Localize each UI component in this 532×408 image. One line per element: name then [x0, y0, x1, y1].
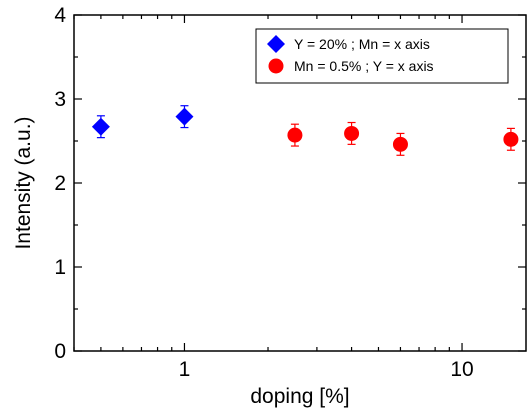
- data-point: [503, 131, 519, 147]
- data-point: [175, 107, 194, 126]
- x-tick-label: 10: [450, 358, 473, 381]
- y-tick-label: 1: [54, 256, 66, 279]
- y-tick-label: 3: [54, 88, 66, 111]
- y-tick-label: 0: [54, 340, 66, 363]
- y-axis-ticks: 0 1 2 3 4: [54, 4, 526, 363]
- legend-label: Mn = 0.5% ; Y = x axis: [294, 58, 434, 74]
- x-axis-label: doping [%]: [250, 385, 349, 408]
- legend-marker: [268, 58, 284, 74]
- data-point: [392, 136, 408, 152]
- x-axis-ticks: 1 10: [73, 15, 474, 381]
- series-1: [91, 105, 194, 139]
- x-tick-label: 1: [179, 358, 191, 381]
- y-tick-label: 2: [54, 172, 66, 195]
- legend: Y = 20% ; Mn = x axis Mn = 0.5% ; Y = x a…: [255, 28, 509, 84]
- series-2: [287, 121, 519, 156]
- legend-box: [255, 28, 509, 84]
- data-point: [344, 125, 360, 141]
- y-axis-label: Intensity (a.u.): [12, 116, 35, 249]
- legend-marker: [267, 35, 285, 53]
- legend-label: Y = 20% ; Mn = x axis: [294, 36, 430, 52]
- data-point: [287, 127, 303, 143]
- series-layer: [91, 105, 519, 156]
- data-point: [91, 117, 110, 136]
- y-tick-label: 4: [54, 4, 66, 27]
